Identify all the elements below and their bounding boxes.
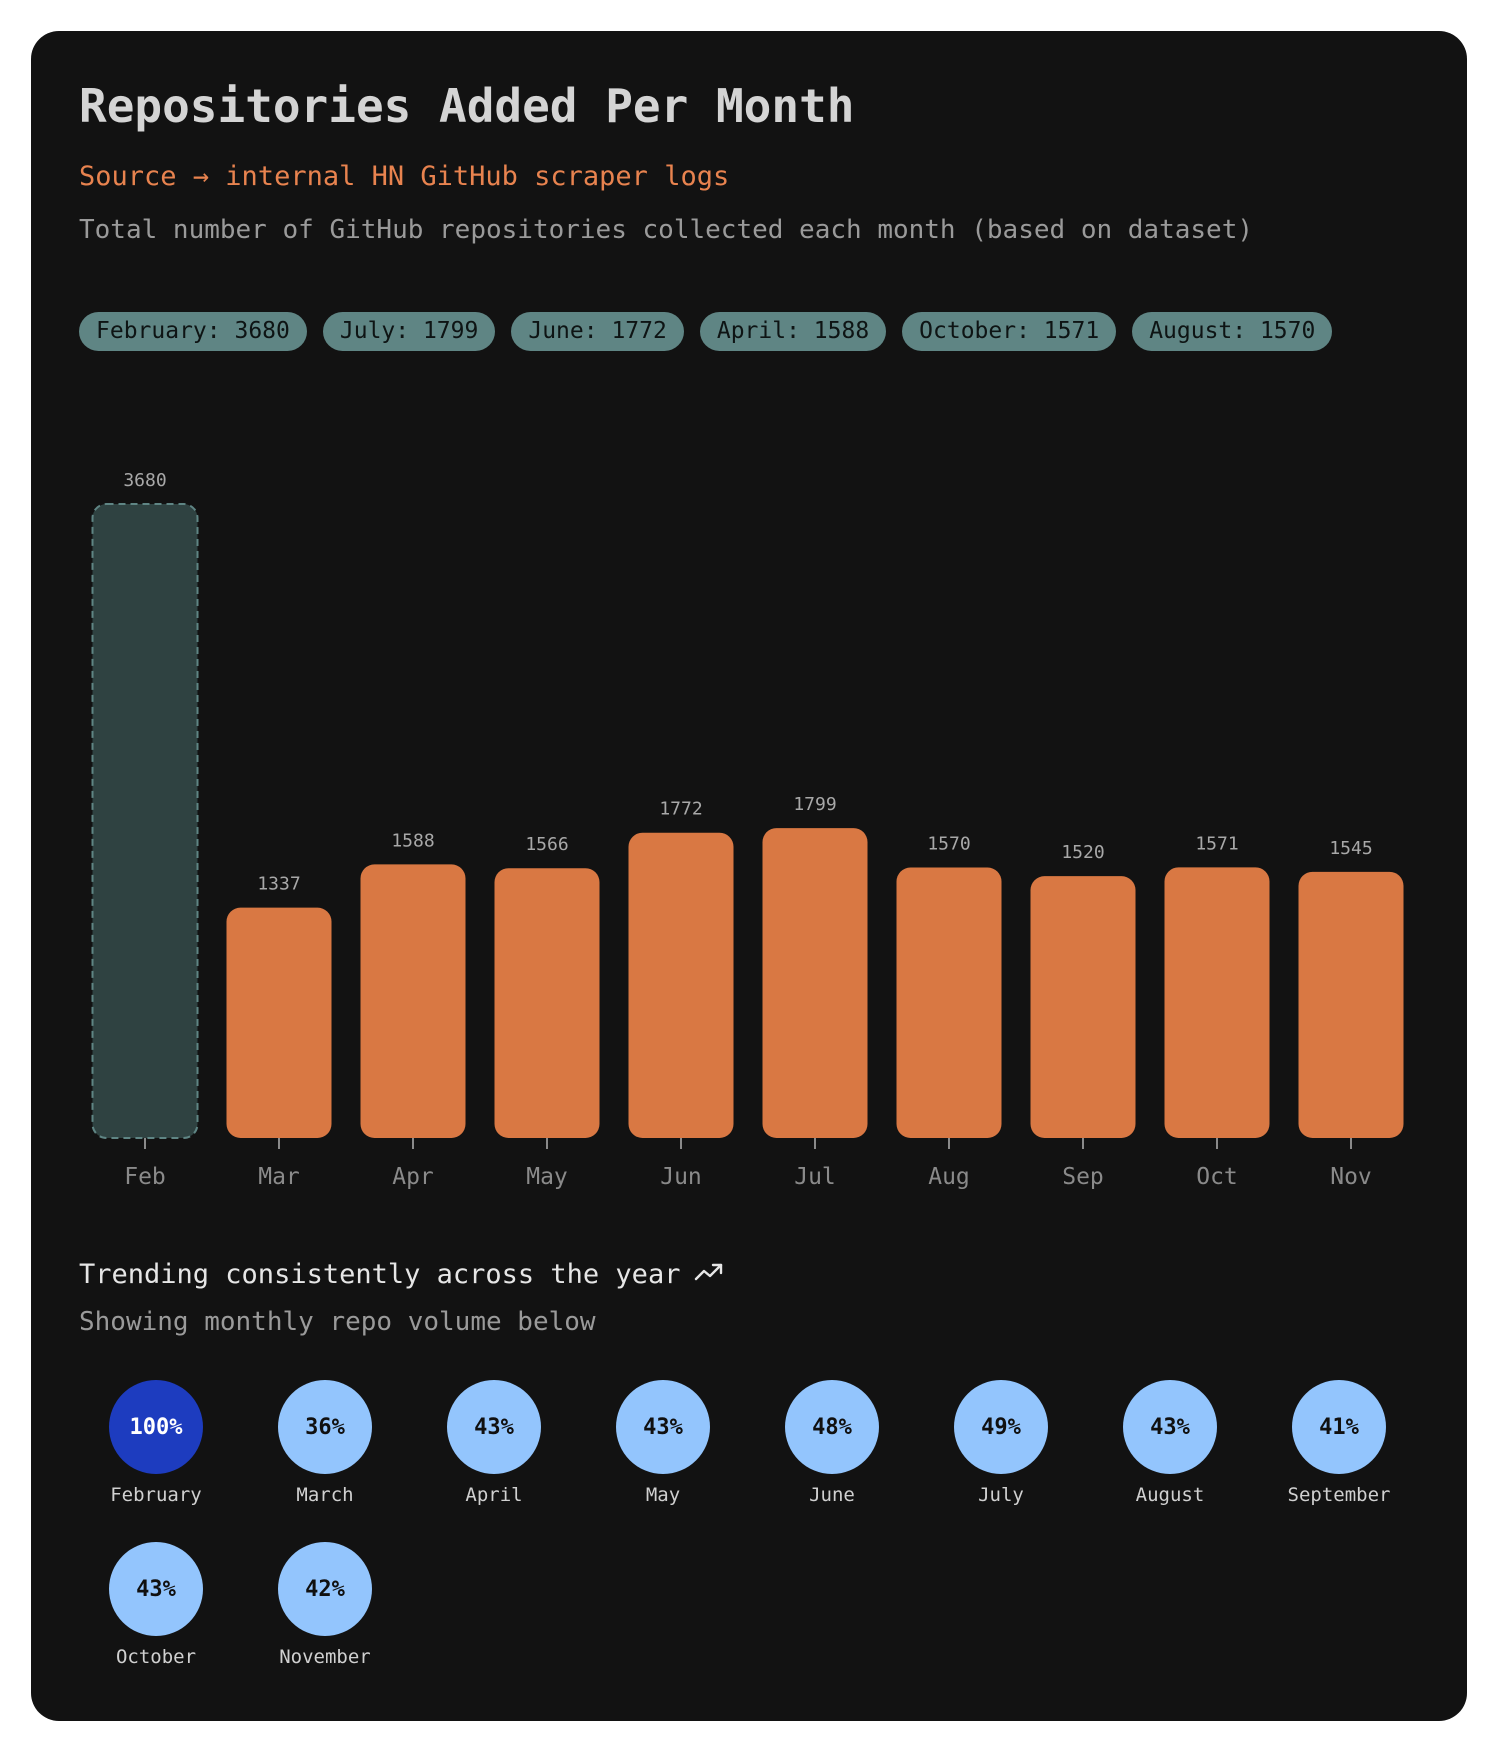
share-month-label: November <box>279 1646 371 1668</box>
share-month-label: June <box>809 1484 855 1506</box>
share-circle[interactable]: 42% <box>278 1542 372 1636</box>
trend-subtext: Showing monthly repo volume below <box>79 1307 596 1337</box>
bar-value-label: 1520 <box>1061 842 1104 863</box>
pill-august[interactable]: August: 1570 <box>1132 312 1333 351</box>
share-month-label: October <box>115 1646 197 1668</box>
trending-up-icon <box>694 1259 724 1290</box>
share-item-july: 49% July <box>931 1380 1071 1506</box>
x-tick-label: Aug <box>928 1164 970 1190</box>
x-tick-label: Oct <box>1196 1164 1238 1190</box>
share-month-label: August <box>1135 1484 1205 1506</box>
share-item-november: 42% November <box>255 1542 395 1668</box>
share-item-may: 43% May <box>593 1380 733 1506</box>
bar-jul[interactable] <box>762 828 868 1138</box>
bar-feb[interactable] <box>91 503 199 1139</box>
pill-july[interactable]: July: 1799 <box>322 312 496 351</box>
share-circle[interactable]: 43% <box>616 1380 710 1474</box>
share-item-june: 48% June <box>762 1380 902 1506</box>
trend-line: Trending consistently across the year <box>79 1259 724 1290</box>
pill-june[interactable]: June: 1772 <box>511 312 684 351</box>
bar-value-label: 1571 <box>1195 833 1238 854</box>
share-circle[interactable]: 36% <box>278 1380 372 1474</box>
pill-april[interactable]: April: 1588 <box>699 312 887 351</box>
bar-value-label: 1566 <box>525 834 568 855</box>
bar-mar[interactable] <box>226 907 332 1138</box>
x-tick-label: Mar <box>258 1164 300 1190</box>
pill-february[interactable]: February: 3680 <box>79 312 307 351</box>
trend-text: Trending consistently across the year <box>79 1259 681 1290</box>
bar-value-label: 1337 <box>257 874 300 895</box>
share-item-march: 36% March <box>255 1380 395 1506</box>
share-circle[interactable]: 41% <box>1292 1380 1386 1474</box>
bar-sep[interactable] <box>1030 876 1136 1138</box>
share-item-august: 43% August <box>1100 1380 1240 1506</box>
bar-oct[interactable] <box>1164 867 1270 1138</box>
bar-aug[interactable] <box>896 867 1002 1138</box>
bar-value-label: 1588 <box>391 830 434 851</box>
share-circle[interactable]: 43% <box>109 1542 203 1636</box>
pill-october[interactable]: October: 1571 <box>902 312 1117 351</box>
share-month-label: July <box>978 1484 1024 1506</box>
top-months-pills: February: 3680 July: 1799 June: 1772 Apr… <box>79 312 1333 351</box>
share-circle[interactable]: 100% <box>109 1380 203 1474</box>
chart-description: Total number of GitHub repositories coll… <box>79 215 1253 245</box>
x-tick-label: Nov <box>1330 1164 1372 1190</box>
bar-value-label: 1570 <box>927 834 970 855</box>
share-item-april: 43% April <box>424 1380 564 1506</box>
bar-value-label: 1772 <box>659 799 702 820</box>
bar-may[interactable] <box>494 868 600 1138</box>
share-month-label: September <box>1287 1484 1391 1506</box>
share-item-september: 41% September <box>1269 1380 1409 1506</box>
share-circle[interactable]: 49% <box>954 1380 1048 1474</box>
x-tick-label: May <box>526 1164 568 1190</box>
x-tick-label: Jul <box>794 1164 836 1190</box>
share-circle[interactable]: 48% <box>785 1380 879 1474</box>
share-circle[interactable]: 43% <box>447 1380 541 1474</box>
x-tick-label: Sep <box>1062 1164 1104 1190</box>
x-tick-label: Apr <box>392 1164 434 1190</box>
bar-value-label: 3680 <box>123 470 166 491</box>
source-line: Source → internal HN GitHub scraper logs <box>79 161 730 192</box>
chart-title: Repositories Added Per Month <box>79 79 855 133</box>
bar-value-label: 1545 <box>1329 838 1372 859</box>
share-month-label: May <box>645 1484 681 1506</box>
bar-nov[interactable] <box>1298 871 1404 1138</box>
share-item-february: 100% February <box>86 1380 226 1506</box>
bar-jun[interactable] <box>628 832 734 1138</box>
x-tick-label: Feb <box>124 1164 166 1190</box>
x-tick-label: Jun <box>660 1164 702 1190</box>
bar-chart: 3680 Feb 1337 Mar 1588 Apr 1566 May 1772 Jun 1799 J… <box>91 470 1404 1190</box>
share-month-label: March <box>296 1484 354 1506</box>
share-month-label: April <box>465 1484 523 1506</box>
chart-card: Repositories Added Per Month Source → in… <box>31 31 1467 1721</box>
bar-value-label: 1799 <box>793 794 836 815</box>
share-month-label: February <box>110 1484 202 1506</box>
bar-apr[interactable] <box>360 864 466 1138</box>
share-item-october: 43% October <box>86 1542 226 1668</box>
share-circle[interactable]: 43% <box>1123 1380 1217 1474</box>
